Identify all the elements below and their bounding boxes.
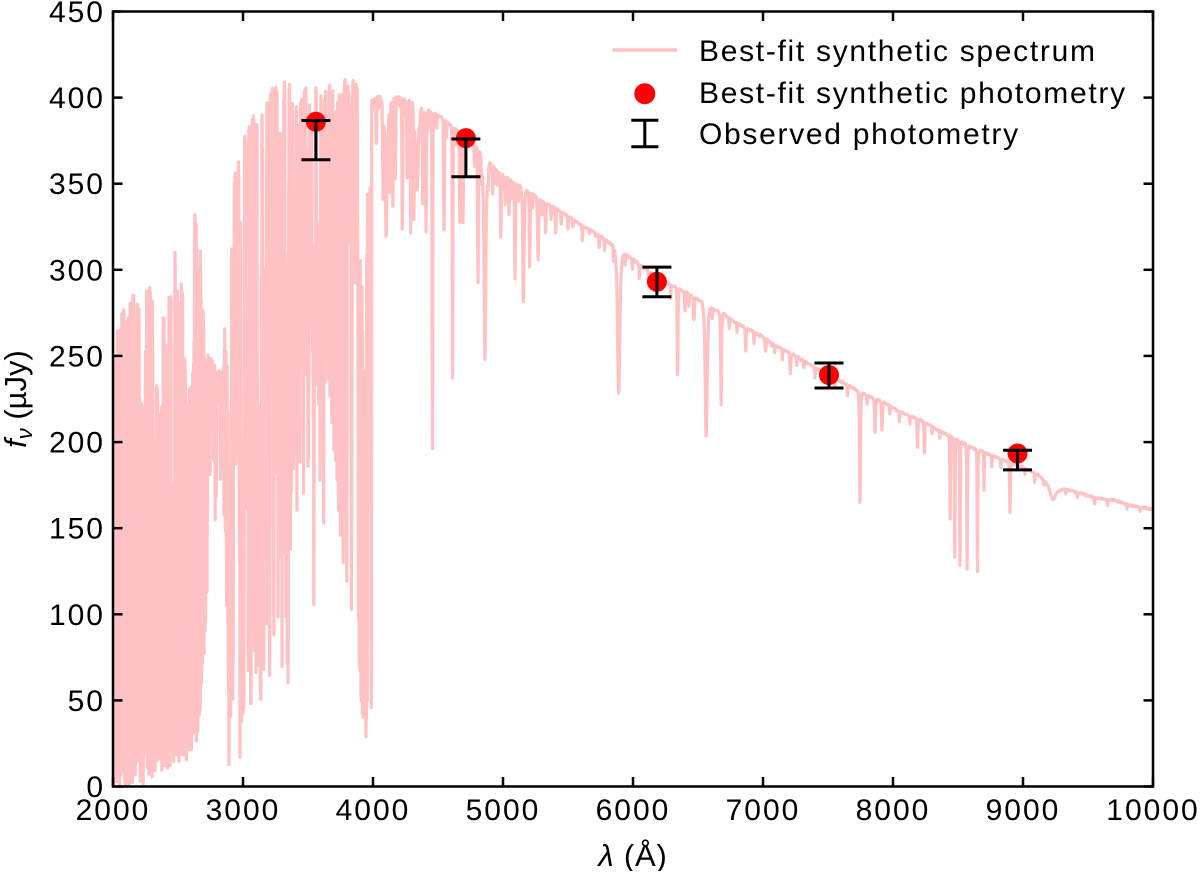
svg-text:300: 300 [49, 254, 105, 287]
svg-text:4000: 4000 [336, 794, 411, 827]
svg-text:λ (Å): λ (Å) [596, 838, 667, 871]
svg-text:250: 250 [49, 340, 105, 373]
svg-text:450: 450 [49, 0, 105, 29]
svg-text:9000: 9000 [986, 794, 1061, 827]
svg-text:50: 50 [68, 685, 105, 718]
svg-text:10000: 10000 [1106, 794, 1199, 827]
svg-text:100: 100 [49, 599, 105, 632]
svg-text:3000: 3000 [206, 794, 281, 827]
svg-text:350: 350 [49, 168, 105, 201]
svg-text:Observed photometry: Observed photometry [699, 118, 1020, 151]
svg-text:Best-fit synthetic photometry: Best-fit synthetic photometry [699, 77, 1127, 110]
svg-text:7000: 7000 [726, 794, 801, 827]
svg-text:200: 200 [49, 427, 105, 460]
svg-text:2000: 2000 [76, 794, 151, 827]
svg-text:400: 400 [49, 82, 105, 115]
svg-text:Best-fit synthetic spectrum: Best-fit synthetic spectrum [699, 35, 1097, 68]
svg-text:5000: 5000 [466, 794, 541, 827]
svg-text:150: 150 [49, 513, 105, 546]
svg-text:0: 0 [86, 771, 105, 804]
svg-text:8000: 8000 [856, 794, 931, 827]
svg-text:6000: 6000 [596, 794, 671, 827]
